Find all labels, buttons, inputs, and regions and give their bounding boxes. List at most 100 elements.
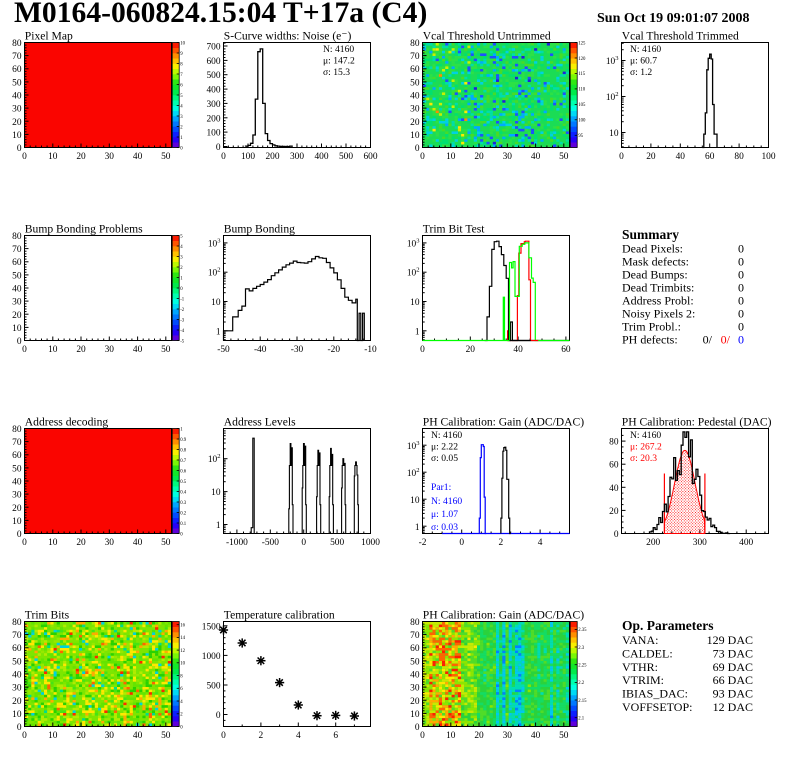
svg-text:40: 40 — [513, 345, 523, 355]
svg-text:-10: -10 — [364, 345, 377, 355]
svg-text:CALDEL:: CALDEL: — [622, 646, 673, 660]
svg-text:Noisy Pixels 2:: Noisy Pixels 2: — [622, 307, 695, 321]
svg-text:0: 0 — [22, 152, 27, 162]
svg-text:Address Probl:: Address Probl: — [622, 294, 694, 308]
svg-text:50: 50 — [12, 464, 22, 474]
svg-text:Op. Parameters: Op. Parameters — [622, 618, 713, 633]
svg-text:0: 0 — [216, 711, 221, 721]
svg-text:Trim Bit Test: Trim Bit Test — [423, 223, 485, 236]
svg-text:40: 40 — [410, 671, 420, 681]
svg-text:0: 0 — [180, 532, 183, 537]
svg-text:Trim Bits: Trim Bits — [25, 609, 70, 622]
svg-text:200: 200 — [265, 152, 279, 162]
svg-text:1000: 1000 — [202, 652, 221, 662]
svg-text:0: 0 — [415, 723, 420, 733]
svg-text:110: 110 — [578, 88, 586, 93]
svg-text:0: 0 — [22, 345, 27, 355]
svg-text:30: 30 — [12, 684, 22, 694]
svg-text:10: 10 — [446, 731, 456, 741]
svg-text:0: 0 — [22, 731, 27, 741]
svg-text:80: 80 — [734, 152, 744, 162]
svg-text:2.2: 2.2 — [578, 681, 585, 686]
svg-text:-30: -30 — [291, 345, 304, 355]
svg-text:69 DAC: 69 DAC — [713, 660, 753, 674]
svg-text:16: 16 — [180, 624, 185, 629]
svg-text:50: 50 — [161, 731, 171, 741]
svg-text:20: 20 — [76, 345, 86, 355]
svg-text:0: 0 — [738, 242, 744, 256]
svg-text:40: 40 — [12, 285, 22, 295]
svg-text:115: 115 — [578, 72, 586, 77]
svg-text:8: 8 — [180, 674, 183, 679]
svg-text:60: 60 — [410, 644, 420, 654]
svg-text:73 DAC: 73 DAC — [713, 646, 753, 660]
svg-text:6: 6 — [333, 731, 338, 741]
svg-text:5: 5 — [180, 94, 183, 99]
svg-text:Par1:: Par1: — [431, 482, 451, 493]
svg-text:10: 10 — [410, 496, 420, 506]
svg-text:2: 2 — [259, 731, 264, 741]
svg-text:0: 0 — [180, 287, 183, 292]
svg-text:1: 1 — [216, 327, 221, 337]
svg-text:20: 20 — [609, 507, 619, 517]
svg-text:0.5: 0.5 — [180, 480, 187, 485]
svg-text:-2: -2 — [180, 308, 185, 313]
svg-text:93 DAC: 93 DAC — [713, 687, 753, 701]
svg-text:VTRIM:: VTRIM: — [622, 673, 664, 687]
svg-text:20: 20 — [12, 118, 22, 128]
svg-text:0: 0 — [614, 530, 619, 540]
svg-text:0: 0 — [180, 146, 183, 151]
svg-text:N: 4160: N: 4160 — [323, 44, 354, 55]
svg-text:70: 70 — [12, 245, 22, 255]
svg-text:10: 10 — [48, 538, 58, 548]
svg-text:0: 0 — [301, 538, 306, 548]
svg-text:0: 0 — [738, 268, 744, 282]
svg-text:2: 2 — [180, 713, 183, 718]
svg-text:70: 70 — [12, 631, 22, 641]
svg-text:10: 10 — [410, 131, 420, 141]
svg-text:60: 60 — [12, 644, 22, 654]
svg-text:50: 50 — [12, 78, 22, 88]
svg-text:VANA:: VANA: — [622, 633, 658, 647]
svg-text:1: 1 — [180, 427, 183, 432]
svg-text:300: 300 — [206, 100, 220, 110]
svg-text:0.1: 0.1 — [180, 522, 187, 527]
svg-text:Bump Bonding: Bump Bonding — [224, 223, 295, 236]
svg-text:10: 10 — [180, 662, 185, 667]
svg-text:1: 1 — [180, 136, 183, 141]
svg-text:N: 4160: N: 4160 — [431, 430, 462, 441]
svg-text:50: 50 — [161, 345, 171, 355]
svg-text:300: 300 — [290, 152, 304, 162]
svg-text:PH defects:: PH defects: — [622, 333, 678, 347]
svg-text:0: 0 — [738, 294, 744, 308]
svg-text:0: 0 — [415, 144, 420, 154]
svg-text:30: 30 — [12, 298, 22, 308]
svg-text:20: 20 — [646, 152, 656, 162]
svg-text:0: 0 — [459, 538, 464, 548]
svg-text:50: 50 — [12, 657, 22, 667]
svg-text:Mask defects:: Mask defects: — [622, 255, 689, 269]
svg-text:125: 125 — [578, 41, 586, 46]
svg-text:80: 80 — [410, 39, 420, 49]
svg-text:1000: 1000 — [361, 538, 380, 548]
svg-text:40: 40 — [133, 345, 143, 355]
svg-text:-1: -1 — [180, 297, 185, 302]
svg-text:20: 20 — [76, 538, 86, 548]
svg-text:0: 0 — [738, 333, 744, 347]
svg-text:0.3: 0.3 — [180, 501, 187, 506]
svg-text:12: 12 — [180, 649, 185, 654]
svg-text:0: 0 — [17, 530, 22, 540]
svg-text:50: 50 — [410, 78, 420, 88]
svg-text:3: 3 — [180, 115, 183, 120]
svg-text:500: 500 — [206, 71, 220, 81]
svg-text:60: 60 — [705, 152, 715, 162]
svg-text:30: 30 — [105, 152, 115, 162]
svg-text:0: 0 — [17, 723, 22, 733]
svg-text:10: 10 — [609, 129, 619, 139]
svg-text:S-Curve widths: Noise (e⁻): S-Curve widths: Noise (e⁻) — [224, 30, 352, 43]
svg-text:Summary: Summary — [622, 227, 679, 242]
svg-text:20: 20 — [12, 311, 22, 321]
svg-text:-5: -5 — [180, 339, 185, 344]
svg-text:2.3: 2.3 — [578, 646, 585, 651]
svg-text:40: 40 — [12, 92, 22, 102]
